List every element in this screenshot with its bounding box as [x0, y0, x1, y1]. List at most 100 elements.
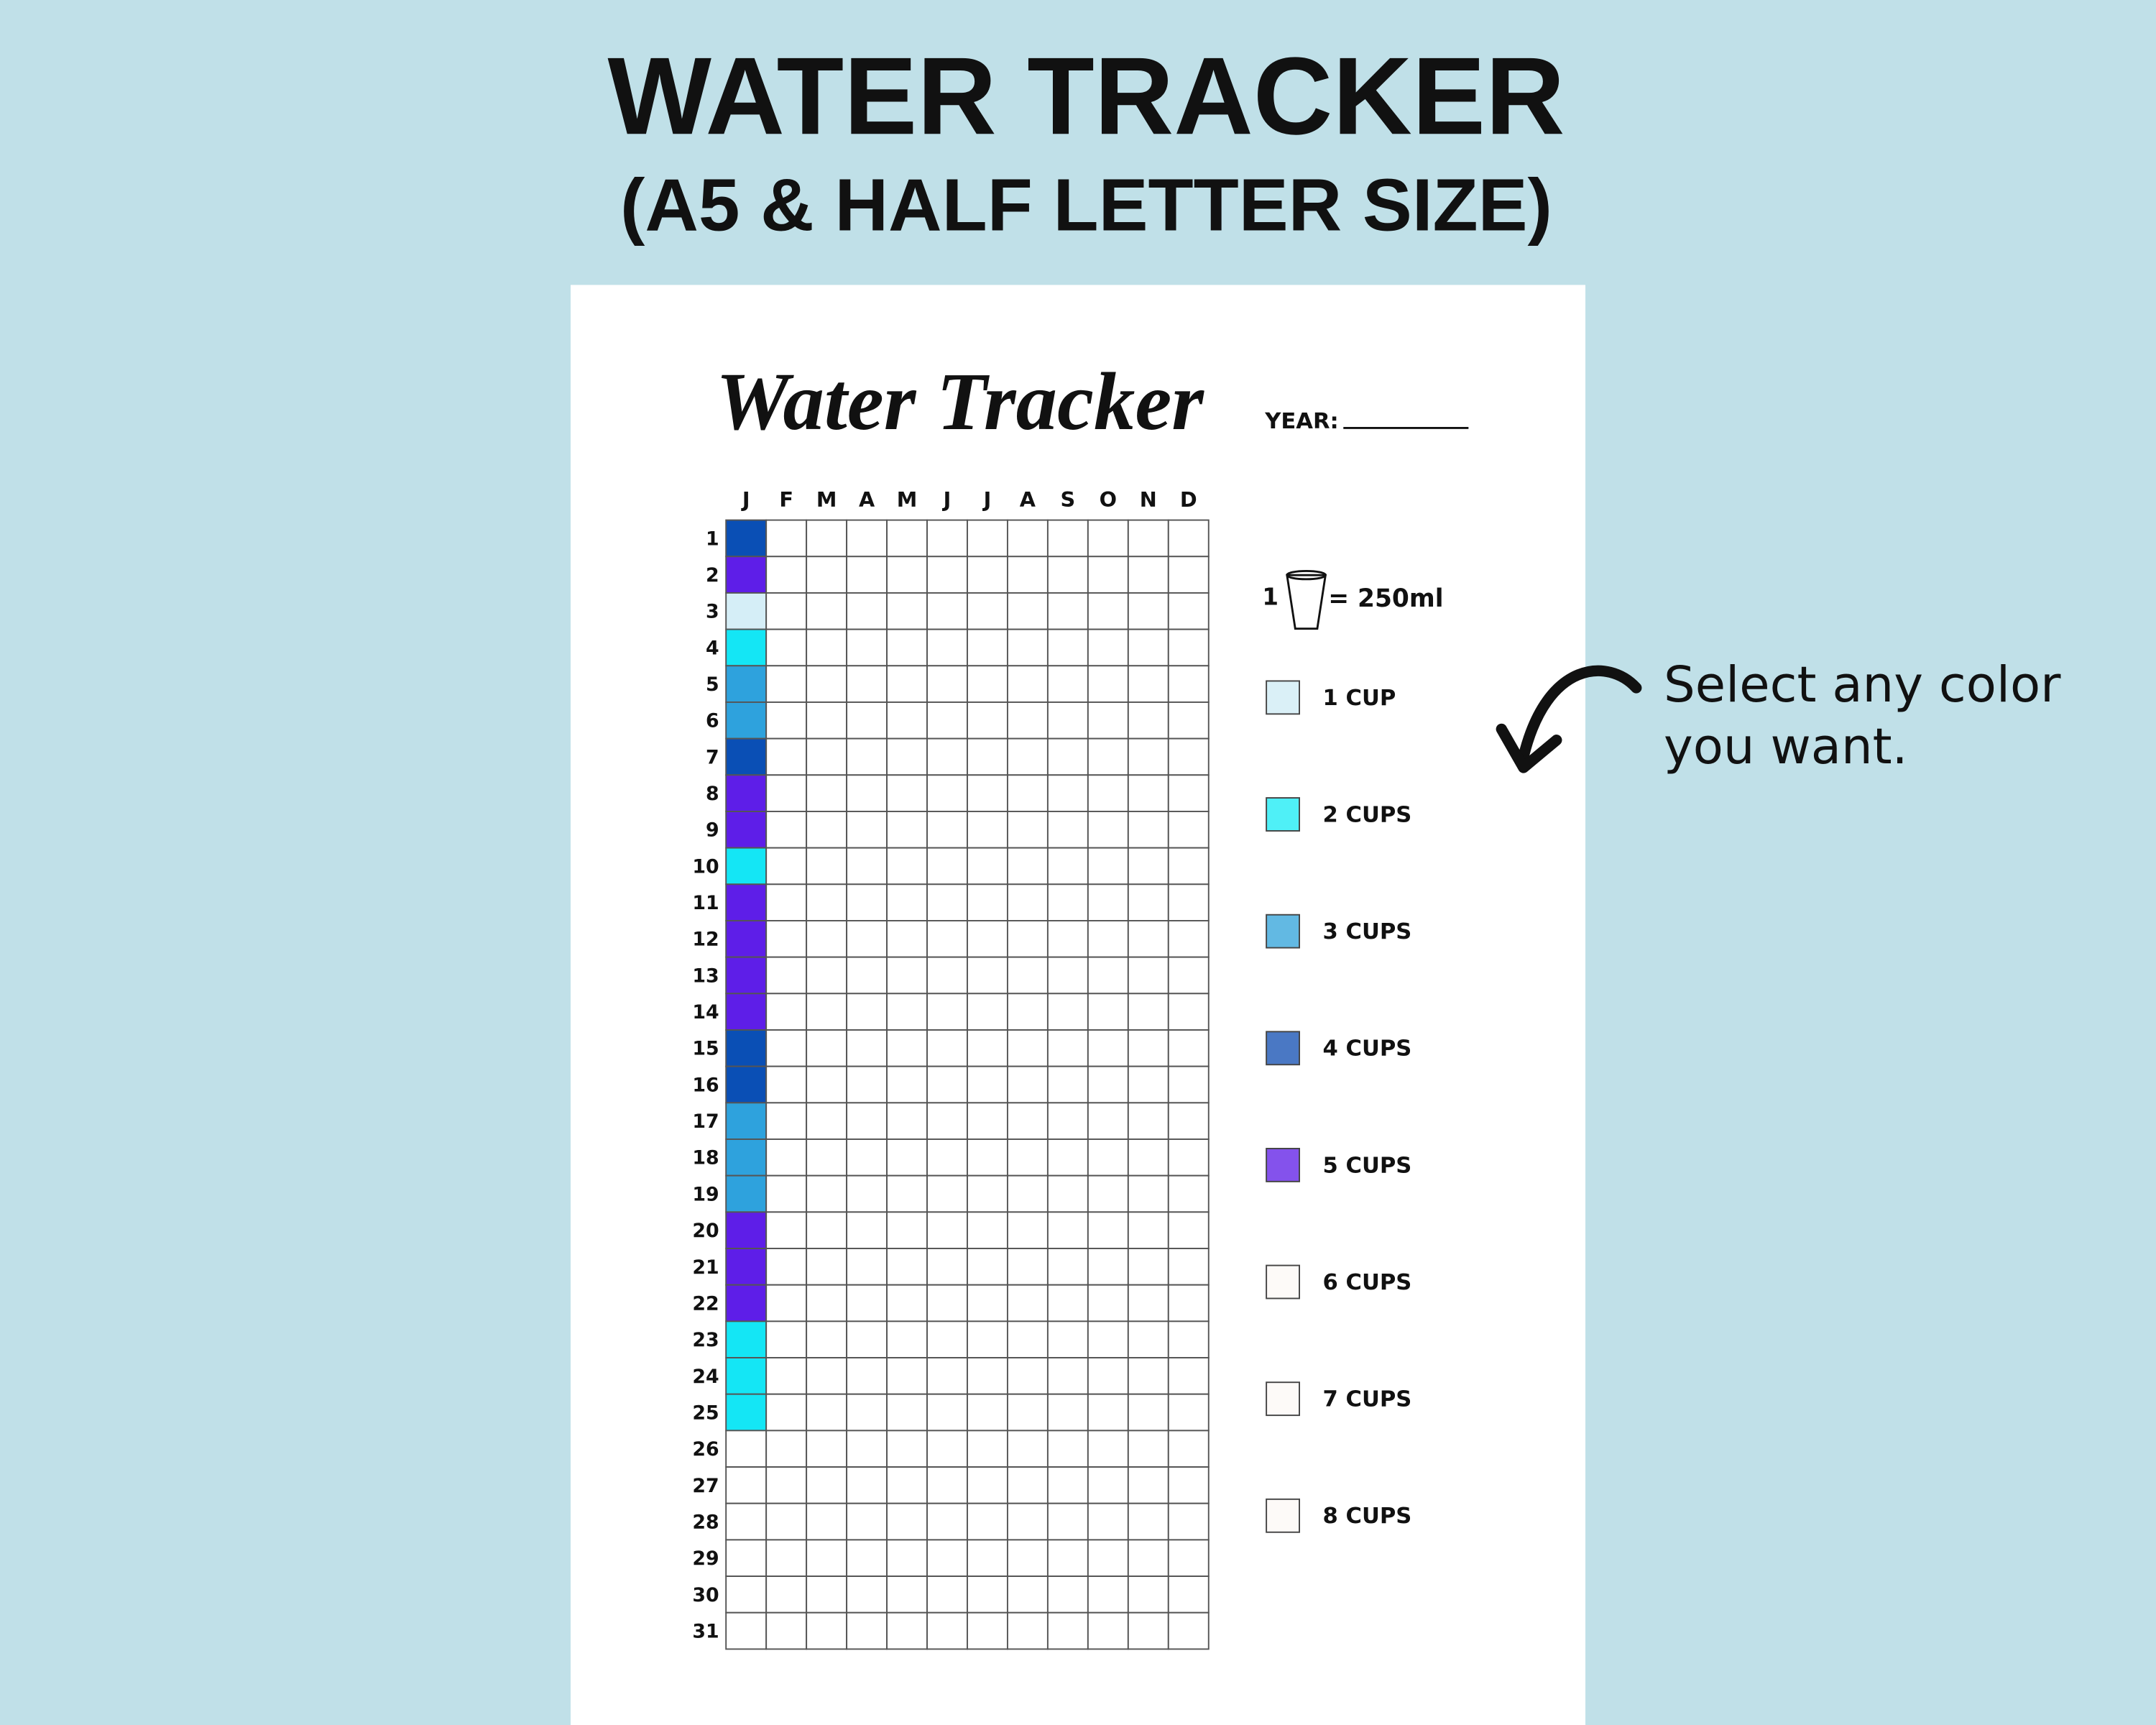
grid-cell: [1006, 1029, 1049, 1067]
grid-cell: [846, 1576, 888, 1614]
grid-cell: [846, 920, 888, 958]
grid-cell: [846, 592, 888, 630]
filled-cell: [725, 1065, 768, 1104]
legend-label: 8 CUPS: [1323, 1504, 1412, 1529]
grid-cell: [806, 519, 848, 558]
grid-cell: [1046, 1248, 1089, 1286]
grid-cell: [886, 1065, 928, 1104]
filled-cell: [725, 737, 768, 776]
grid-cell: [1127, 1320, 1169, 1358]
legend-swatch: [1266, 914, 1300, 949]
grid-cell: [765, 665, 808, 703]
grid-cell: [846, 993, 888, 1031]
grid-cell: [846, 811, 888, 849]
month-label: J: [741, 487, 750, 512]
month-label: M: [816, 487, 837, 512]
grid-cell: [1046, 1102, 1089, 1140]
cup-rim: [1286, 569, 1327, 581]
grid-cell: [1087, 920, 1129, 958]
grid-cell: [1046, 701, 1089, 740]
grid-cell: [806, 1611, 848, 1650]
grid-cell: [1167, 701, 1210, 740]
grid-cell: [1127, 993, 1169, 1031]
grid-cell: [1127, 665, 1169, 703]
grid-cell: [806, 1502, 848, 1541]
grid-cell: [886, 1393, 928, 1432]
grid-cell: [846, 1502, 888, 1541]
grid-cell: [806, 628, 848, 667]
page-subtitle: (A5 & HALF LETTER SIZE): [620, 162, 1552, 246]
month-label: J: [982, 487, 992, 512]
grid-cell: [1127, 1102, 1169, 1140]
grid-cell: [806, 1065, 848, 1104]
grid-cell: [1167, 519, 1210, 558]
grid-cell: [806, 665, 848, 703]
grid-cell: [1087, 1357, 1129, 1395]
grid-cell: [926, 1611, 968, 1650]
grid-cell: [886, 1102, 928, 1140]
grid-cell: [1087, 883, 1129, 921]
day-label: 22: [692, 1292, 719, 1315]
grid-cell: [806, 1248, 848, 1286]
year-label: YEAR:: [1264, 409, 1339, 434]
grid-cell: [1167, 556, 1210, 594]
grid-cell: [1006, 1174, 1049, 1213]
legend-swatch: [1266, 1264, 1300, 1300]
grid-cell: [926, 1393, 968, 1432]
grid-cell: [1006, 519, 1049, 558]
legend-label: 5 CUPS: [1323, 1153, 1412, 1178]
grid-cell: [1127, 1430, 1169, 1468]
grid-cell: [967, 1065, 1008, 1104]
grid-cell: [1167, 1539, 1210, 1578]
grid-cell: [1167, 920, 1210, 958]
day-label: 4: [706, 637, 719, 659]
grid-cell: [846, 1029, 888, 1067]
day-label: 6: [706, 710, 719, 732]
grid-cell: [806, 920, 848, 958]
grid-cell: [926, 811, 968, 849]
legend-label: 2 CUPS: [1323, 802, 1412, 827]
filled-cell: [725, 1357, 768, 1395]
grid-cell: [846, 1138, 888, 1177]
grid-cell: [967, 556, 1008, 594]
grid-cell: [886, 1248, 928, 1286]
grid-cell: [765, 1211, 808, 1249]
grid-cell: [1006, 1393, 1049, 1432]
grid-cell: [765, 592, 808, 630]
grid-cell: [886, 1576, 928, 1614]
grid-cell: [1127, 811, 1169, 849]
grid-cell: [926, 774, 968, 812]
grid-cell: [765, 1065, 808, 1104]
grid-cell: [806, 847, 848, 886]
grid-cell: [1087, 1174, 1129, 1213]
grid-cell: [806, 1430, 848, 1468]
grid-cell: [1127, 1065, 1169, 1104]
grid-cell: [1006, 956, 1049, 995]
grid-cell: [1167, 1466, 1210, 1504]
grid-cell: [1087, 519, 1129, 558]
grid-cell: [1006, 993, 1049, 1031]
grid-cell: [1087, 1430, 1129, 1468]
filled-cell: [725, 847, 768, 886]
grid-cell: [926, 1357, 968, 1395]
grid-cell: [967, 1102, 1008, 1140]
grid-cell: [1127, 847, 1169, 886]
grid-cell: [846, 701, 888, 740]
grid-cell: [1127, 1174, 1169, 1213]
grid-cell: [1167, 1065, 1210, 1104]
grid-cell: [1006, 1284, 1049, 1322]
filled-cell: [725, 1393, 768, 1432]
grid-cell: [1087, 1248, 1129, 1286]
grid-cell: [765, 1430, 808, 1468]
grid-cell: [967, 1611, 1008, 1650]
grid-cell: [886, 811, 928, 849]
grid-cell: [967, 1138, 1008, 1177]
grid-cell: [886, 847, 928, 886]
grid-cell: [1006, 774, 1049, 812]
grid-cell: [1087, 556, 1129, 594]
grid-cell: [1167, 628, 1210, 667]
grid-cell: [1167, 592, 1210, 630]
grid-cell: [1006, 883, 1049, 921]
